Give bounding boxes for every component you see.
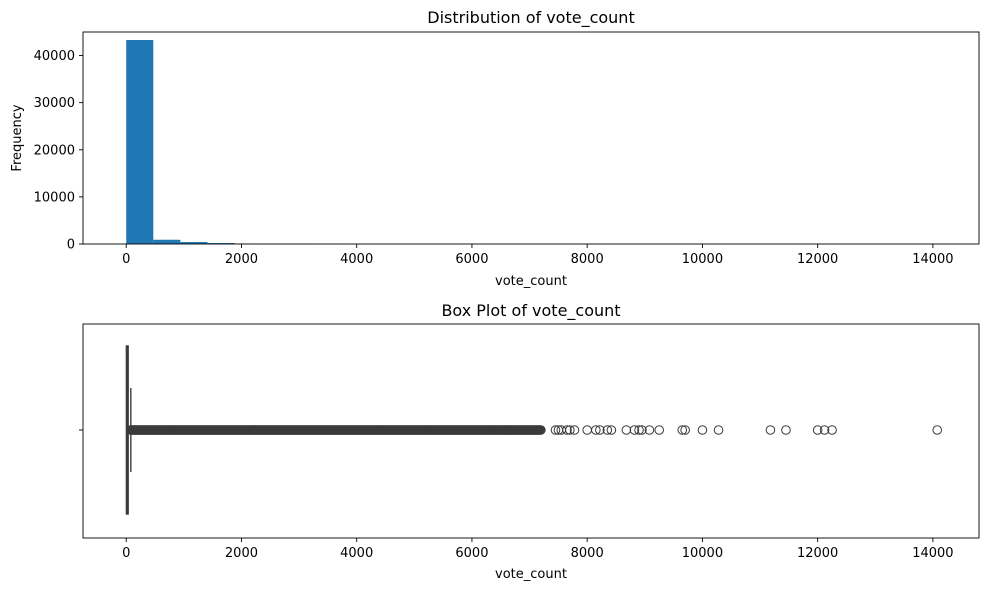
outlier-point-610 xyxy=(654,425,665,435)
histogram-x-tick-label-3: 6000 xyxy=(455,252,488,267)
outlier-point-600 xyxy=(582,425,592,435)
histogram-y-axis-label: Frequency xyxy=(10,104,25,171)
outlier-point-603 xyxy=(602,425,613,435)
outlier-point-607 xyxy=(634,425,644,435)
outlier-point-618 xyxy=(819,425,830,435)
histogram-x-tick-label-7: 14000 xyxy=(912,252,953,267)
boxplot-x-tick-label-0: 0 xyxy=(122,546,130,561)
histogram-x-tick-label-2: 4000 xyxy=(340,252,373,267)
boxplot-title: Box Plot of vote_count xyxy=(441,301,620,321)
outlier-point-617 xyxy=(812,425,823,435)
outlier-point-614 xyxy=(713,425,724,435)
outlier-point-606 xyxy=(629,425,640,435)
histogram-y-tick-label-2: 20000 xyxy=(34,143,75,158)
boxplot-x-ticks: 0 2000 4000 6000 8000 10000 12000 14000 xyxy=(122,538,954,561)
outlier-point-616 xyxy=(781,425,791,435)
histogram-bar-0 xyxy=(126,40,154,245)
outlier-point-599 xyxy=(569,425,580,435)
boxplot-box xyxy=(125,345,132,515)
histogram-bar-2 xyxy=(180,242,208,244)
histogram-bar-3 xyxy=(207,243,235,244)
histogram-x-tick-label-0: 0 xyxy=(122,252,130,267)
outlier-point-609 xyxy=(644,425,655,435)
histogram-title: Distribution of vote_count xyxy=(427,8,634,28)
outlier-point-613 xyxy=(697,425,708,435)
boxplot-x-tick-label-2: 4000 xyxy=(340,546,373,561)
histogram-x-tick-label-6: 12000 xyxy=(797,252,838,267)
histogram-x-axis-label: vote_count xyxy=(495,274,567,289)
outlier-point-620 xyxy=(932,425,943,435)
boxplot-x-axis-label: vote_count xyxy=(495,567,567,582)
boxplot-x-tick-label-5: 10000 xyxy=(682,546,723,561)
boxplot-outliers xyxy=(126,425,943,435)
histogram-y-tick-label-1: 10000 xyxy=(34,190,75,205)
histogram-bars xyxy=(126,40,370,245)
outlier-point-604 xyxy=(606,425,617,435)
histogram-axes-frame xyxy=(82,31,980,245)
boxplot-x-tick-label-6: 12000 xyxy=(797,546,838,561)
outlier-point-598 xyxy=(565,425,575,435)
boxplot-x-tick-label-7: 14000 xyxy=(912,546,953,561)
histogram-y-tick-label-4: 40000 xyxy=(34,49,75,64)
outlier-point-594 xyxy=(550,425,561,435)
histogram-x-ticks: 0 2000 4000 6000 8000 10000 12000 14000 xyxy=(122,244,954,267)
histogram-bar-1 xyxy=(153,239,181,244)
outlier-point-619 xyxy=(827,425,837,435)
histogram-y-tick-label-3: 30000 xyxy=(34,96,75,111)
boxplot-x-tick-label-4: 8000 xyxy=(571,546,604,561)
histogram-y-tick-label-0: 0 xyxy=(67,238,75,253)
outlier-point-605 xyxy=(621,425,632,435)
outlier-point-601 xyxy=(591,425,601,435)
boxplot-x-tick-label-1: 2000 xyxy=(225,546,258,561)
boxplot-axes-frame xyxy=(82,323,980,539)
outlier-point-611 xyxy=(677,425,688,435)
outlier-point-597 xyxy=(562,425,572,435)
boxplot-x-tick-label-3: 6000 xyxy=(455,546,488,561)
histogram-panel: Distribution of vote_count 0 2000 4000 6000… xyxy=(10,8,980,289)
histogram-x-tick-label-5: 10000 xyxy=(682,252,723,267)
histogram-y-ticks: 0 10000 20000 30000 40000 xyxy=(34,49,83,253)
histogram-x-tick-label-1: 2000 xyxy=(225,252,258,267)
boxplot-panel: Box Plot of vote_count 0 2000 4000 6000 8000… xyxy=(79,301,980,582)
outlier-point-602 xyxy=(595,425,605,435)
outlier-point-615 xyxy=(765,425,776,435)
histogram-x-tick-label-4: 8000 xyxy=(571,252,604,267)
outlier-point-608 xyxy=(637,425,647,435)
outlier-point-612 xyxy=(680,425,690,435)
outlier-point-593 xyxy=(536,425,546,435)
